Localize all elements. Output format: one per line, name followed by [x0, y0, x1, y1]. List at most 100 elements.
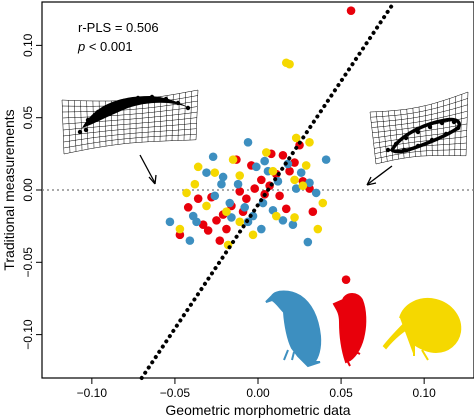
- grid-line: [62, 106, 198, 119]
- data-point: [248, 230, 258, 240]
- x-axis-title: Geometric morphometric data: [165, 402, 350, 418]
- grid-line: [63, 122, 197, 137]
- data-point: [240, 203, 250, 212]
- data-point: [281, 58, 291, 68]
- data-point: [301, 161, 311, 170]
- data-point: [291, 133, 301, 143]
- p-value-text: p < 0.001: [77, 39, 133, 54]
- data-point: [341, 275, 351, 284]
- data-point: [222, 207, 231, 216]
- data-point: [257, 224, 266, 234]
- grid-line: [63, 139, 197, 155]
- y-tick-label: −0.10: [21, 319, 35, 350]
- landmark-point: [185, 105, 191, 111]
- data-point: [203, 226, 213, 235]
- data-point: [225, 198, 235, 208]
- red-bird-silhouette: [332, 293, 367, 367]
- landmark-point: [429, 137, 435, 143]
- grid-line: [371, 104, 468, 123]
- data-point: [227, 213, 236, 222]
- landmark-point: [385, 147, 391, 153]
- data-point: [208, 152, 218, 162]
- y-tick-label: 0.05: [21, 106, 35, 130]
- trend-line: [139, 0, 397, 380]
- x-tick-label: 0.05: [329, 386, 353, 400]
- data-point: [233, 179, 243, 189]
- left-landmark-curve: [82, 96, 190, 128]
- left-inset-arrow: [139, 154, 156, 184]
- landmark-point: [415, 129, 421, 135]
- landmark-point: [401, 147, 407, 153]
- data-point: [308, 207, 318, 216]
- data-point: [271, 211, 281, 221]
- y-tick-label: 0.00: [21, 178, 35, 202]
- grid-line: [98, 101, 101, 148]
- data-point: [228, 155, 238, 164]
- landmark-point: [455, 125, 461, 131]
- grid-line: [195, 89, 199, 140]
- x-tick-label: 0.10: [412, 386, 436, 400]
- yellow-bird-silhouette: [382, 298, 462, 361]
- data-point: [242, 194, 251, 203]
- data-point: [182, 188, 191, 198]
- landmark-point: [163, 96, 169, 102]
- landmark-point: [85, 117, 91, 123]
- r-pls-text: r-PLS = 0.506: [78, 20, 159, 35]
- grid-line: [177, 93, 180, 141]
- y-tick-label: 0.10: [21, 33, 35, 57]
- data-point: [260, 156, 269, 166]
- data-point: [257, 175, 266, 185]
- grid-line: [183, 92, 186, 141]
- right-inset-arrowhead: [366, 176, 377, 186]
- data-point: [346, 6, 356, 15]
- data-point: [252, 162, 261, 172]
- data-point: [235, 187, 245, 196]
- blue-bird-silhouette: [265, 290, 322, 368]
- x-tick-label: 0.00: [246, 386, 270, 400]
- data-point: [188, 211, 198, 221]
- data-point: [290, 213, 299, 222]
- data-point: [193, 194, 203, 203]
- data-point: [278, 150, 288, 160]
- data-point: [296, 168, 306, 177]
- data-point: [291, 184, 301, 193]
- data-point: [235, 171, 245, 180]
- grid-line: [74, 100, 77, 152]
- data-point: [281, 204, 291, 214]
- data-point: [212, 216, 221, 225]
- data-point: [311, 188, 321, 198]
- grid-line: [61, 99, 65, 155]
- grid-line: [92, 100, 95, 149]
- data-point: [321, 155, 331, 164]
- data-point: [285, 166, 294, 176]
- data-point: [198, 220, 208, 230]
- data-point: [218, 172, 228, 182]
- grid-line: [153, 97, 155, 142]
- data-point: [303, 237, 313, 247]
- landmark-point: [415, 143, 421, 149]
- grid-line: [375, 155, 466, 165]
- data-point: [298, 181, 308, 190]
- data-point: [318, 198, 328, 208]
- data-point: [243, 137, 253, 147]
- landmark-point: [83, 127, 89, 133]
- data-point: [313, 224, 323, 234]
- grid-line: [369, 91, 469, 113]
- left-inset-arrowhead: [148, 174, 157, 185]
- data-point: [165, 217, 175, 227]
- data-point: [175, 224, 185, 234]
- data-point: [275, 191, 284, 201]
- y-axis: −0.10 −0.05 0.00 0.05 0.10: [21, 33, 42, 350]
- landmark-point: [403, 135, 409, 141]
- landmark-point: [121, 98, 127, 104]
- landmark-point: [95, 109, 101, 115]
- grid-line: [63, 128, 197, 143]
- landmark-point: [175, 100, 181, 106]
- landmark-point: [427, 124, 433, 130]
- right-inset-arrow: [367, 165, 393, 185]
- x-tick-label: −0.05: [160, 386, 191, 400]
- x-tick-label: −0.10: [77, 386, 108, 400]
- landmark-point: [439, 120, 445, 126]
- grid-line: [370, 98, 468, 118]
